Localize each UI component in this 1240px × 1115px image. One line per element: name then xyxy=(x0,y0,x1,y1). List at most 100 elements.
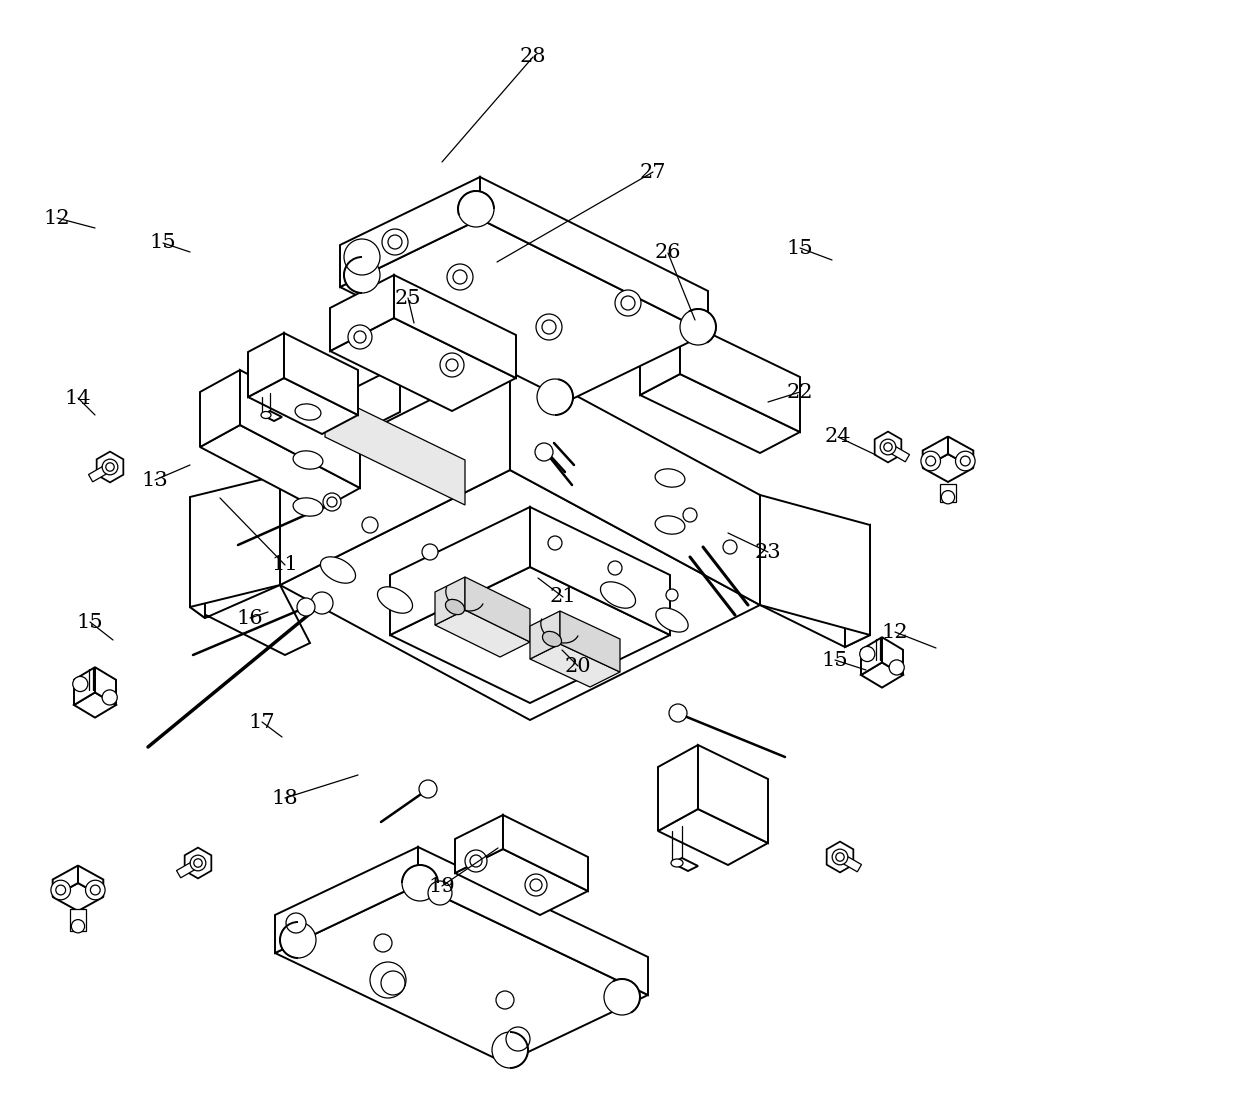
Circle shape xyxy=(836,853,844,861)
Circle shape xyxy=(496,991,515,1009)
Circle shape xyxy=(446,264,472,290)
Polygon shape xyxy=(275,885,649,1063)
Text: 27: 27 xyxy=(640,163,666,182)
Circle shape xyxy=(102,690,118,705)
Text: 21: 21 xyxy=(549,588,577,607)
Polygon shape xyxy=(200,425,360,510)
Polygon shape xyxy=(418,847,649,995)
Polygon shape xyxy=(284,333,358,415)
Circle shape xyxy=(529,879,542,891)
Polygon shape xyxy=(680,319,800,432)
Polygon shape xyxy=(640,374,800,453)
Polygon shape xyxy=(529,644,620,687)
Polygon shape xyxy=(923,454,973,482)
Ellipse shape xyxy=(260,411,272,418)
Circle shape xyxy=(941,491,955,504)
Circle shape xyxy=(926,456,936,466)
Circle shape xyxy=(105,463,114,472)
Circle shape xyxy=(670,704,687,723)
Polygon shape xyxy=(280,471,760,720)
Circle shape xyxy=(343,256,379,293)
Polygon shape xyxy=(435,610,529,657)
Circle shape xyxy=(428,881,453,905)
Circle shape xyxy=(506,1027,529,1051)
Polygon shape xyxy=(185,847,211,879)
Circle shape xyxy=(286,913,306,933)
Polygon shape xyxy=(391,507,529,636)
Polygon shape xyxy=(190,475,280,607)
Polygon shape xyxy=(480,177,708,333)
Polygon shape xyxy=(465,576,529,642)
Circle shape xyxy=(723,540,737,554)
Text: 14: 14 xyxy=(64,388,92,407)
Circle shape xyxy=(381,971,405,995)
Polygon shape xyxy=(325,392,465,505)
Circle shape xyxy=(604,979,640,1015)
Circle shape xyxy=(621,295,635,310)
Circle shape xyxy=(370,962,405,998)
Circle shape xyxy=(525,874,547,896)
Ellipse shape xyxy=(671,859,683,867)
Circle shape xyxy=(388,235,402,249)
Polygon shape xyxy=(640,319,680,395)
Polygon shape xyxy=(560,611,620,672)
Polygon shape xyxy=(949,437,973,468)
Polygon shape xyxy=(838,853,862,872)
Polygon shape xyxy=(52,883,103,911)
Polygon shape xyxy=(200,370,241,447)
Polygon shape xyxy=(435,576,465,626)
Circle shape xyxy=(190,855,206,871)
Text: 15: 15 xyxy=(77,612,103,631)
Circle shape xyxy=(51,880,71,900)
Polygon shape xyxy=(330,275,394,351)
Polygon shape xyxy=(394,275,516,378)
Polygon shape xyxy=(923,437,949,468)
Circle shape xyxy=(615,290,641,316)
Circle shape xyxy=(832,850,848,865)
Circle shape xyxy=(548,536,562,550)
Polygon shape xyxy=(760,585,870,647)
Polygon shape xyxy=(861,662,903,688)
Polygon shape xyxy=(340,177,480,287)
Polygon shape xyxy=(78,865,103,896)
Circle shape xyxy=(56,885,66,895)
Polygon shape xyxy=(262,411,281,421)
Circle shape xyxy=(353,331,366,343)
Polygon shape xyxy=(88,464,112,482)
Circle shape xyxy=(889,660,904,675)
Circle shape xyxy=(382,229,408,255)
Circle shape xyxy=(666,589,678,601)
Circle shape xyxy=(465,850,487,872)
Circle shape xyxy=(446,359,458,371)
Polygon shape xyxy=(340,219,708,401)
Text: 18: 18 xyxy=(272,788,299,807)
Ellipse shape xyxy=(656,608,688,632)
Text: 25: 25 xyxy=(394,289,422,308)
Text: 26: 26 xyxy=(655,243,681,262)
Circle shape xyxy=(419,780,436,798)
Polygon shape xyxy=(882,637,903,675)
Circle shape xyxy=(402,865,438,901)
Polygon shape xyxy=(176,860,200,878)
Text: 13: 13 xyxy=(141,471,169,489)
Circle shape xyxy=(322,493,341,511)
Circle shape xyxy=(348,324,372,349)
Circle shape xyxy=(608,561,622,575)
Circle shape xyxy=(91,885,100,895)
Polygon shape xyxy=(672,859,698,871)
Ellipse shape xyxy=(600,582,636,608)
Text: 12: 12 xyxy=(882,622,909,641)
Circle shape xyxy=(470,855,482,867)
Polygon shape xyxy=(885,444,909,462)
Polygon shape xyxy=(698,745,768,843)
Text: 23: 23 xyxy=(755,543,781,562)
Text: 11: 11 xyxy=(272,555,299,574)
Text: 24: 24 xyxy=(825,427,851,446)
Polygon shape xyxy=(827,842,853,872)
Polygon shape xyxy=(190,585,310,655)
Polygon shape xyxy=(275,365,401,475)
Circle shape xyxy=(343,239,379,275)
Polygon shape xyxy=(455,849,588,915)
Circle shape xyxy=(311,592,334,614)
Polygon shape xyxy=(248,333,284,397)
